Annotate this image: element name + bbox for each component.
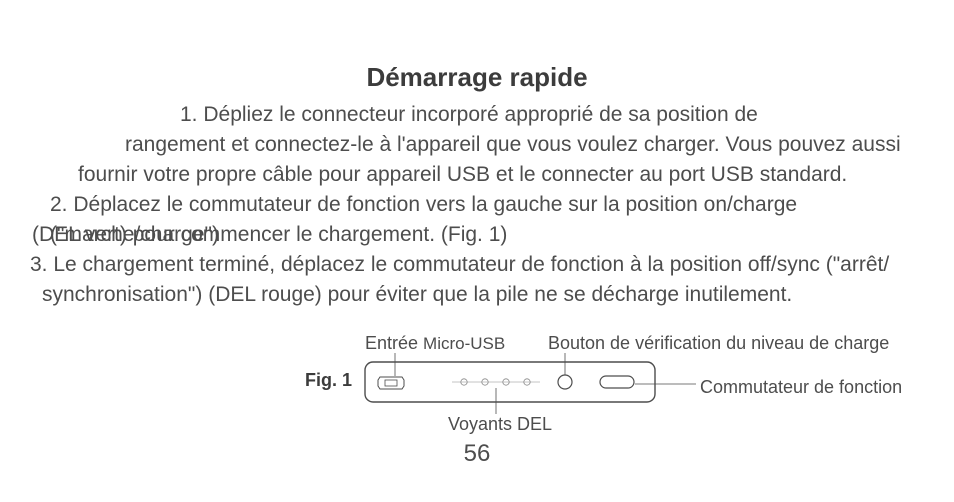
page-title: Démarrage rapide: [0, 62, 954, 93]
page-number: 56: [0, 440, 954, 468]
function-switch-label: Commutateur de fonction: [700, 377, 902, 398]
body-line-1: 1. Dépliez le connecteur incorporé appro…: [180, 100, 758, 130]
body-line-5: (DEL vert) pour commencer le chargement.…: [32, 220, 507, 250]
leds-label: Voyants DEL: [448, 414, 552, 435]
body-line-2: rangement et connectez-le à l'appareil q…: [125, 130, 901, 160]
micro-usb-label-post: Micro-USB: [423, 334, 505, 353]
body-line-3: fournir votre propre câble pour appareil…: [78, 160, 847, 190]
micro-usb-label-pre: Entrée: [365, 333, 423, 353]
body-line-7: synchronisation") (DEL rouge) pour évite…: [42, 280, 792, 310]
figure-label: Fig. 1: [305, 370, 352, 391]
body-line-6: 3. Le chargement terminé, déplacez le co…: [30, 250, 889, 280]
charge-button-label: Bouton de vérification du niveau de char…: [548, 333, 889, 354]
micro-usb-label: Entrée Micro-USB: [365, 333, 505, 354]
